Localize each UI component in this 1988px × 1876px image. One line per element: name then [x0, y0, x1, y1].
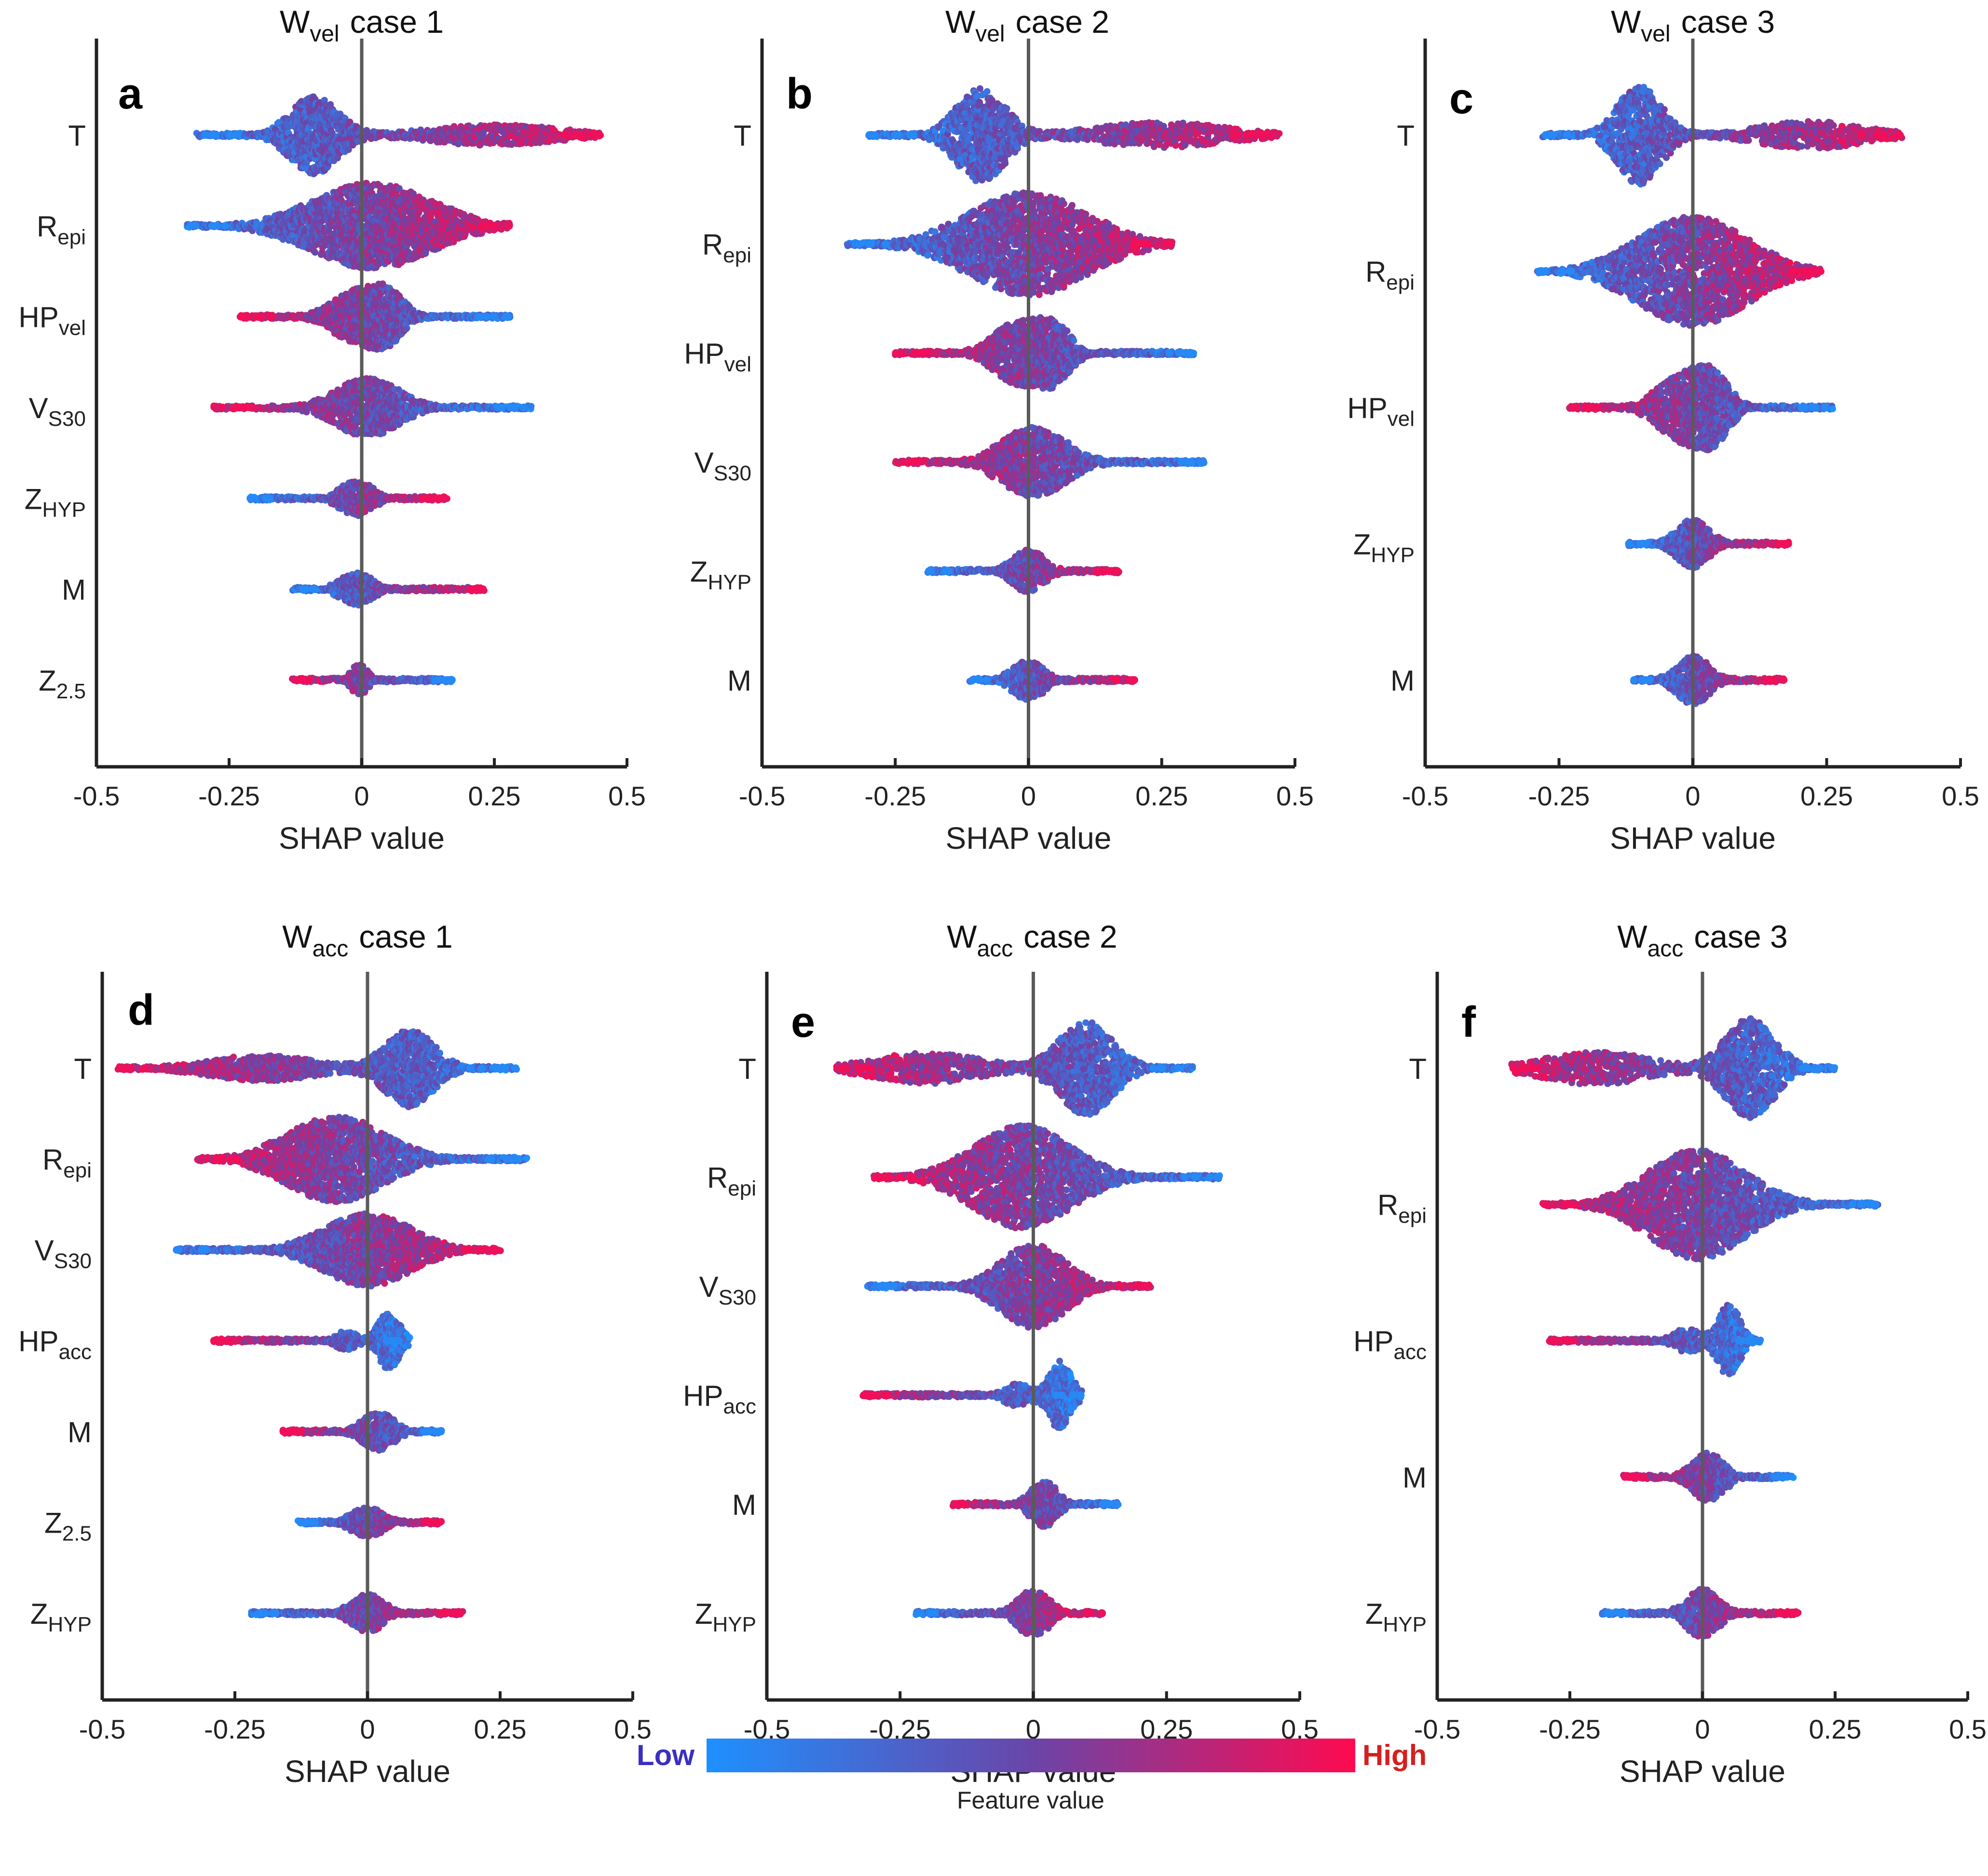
shap-point	[267, 313, 275, 321]
feature-label: HPvel	[18, 301, 86, 340]
feature-label: Repi	[37, 210, 86, 249]
shap-point	[344, 146, 351, 153]
feature-swarm-repi	[184, 179, 513, 272]
shap-point	[228, 131, 236, 139]
panel-title-main: W	[280, 4, 310, 40]
shap-point	[519, 404, 527, 411]
feature-label-main: R	[37, 210, 57, 243]
feature-label-main: HP	[18, 301, 58, 334]
feature-label-subscript: epi	[57, 225, 86, 249]
shap-point	[218, 404, 226, 411]
shap-point	[212, 131, 219, 139]
shap-point	[221, 222, 229, 230]
feature-label: T	[68, 120, 86, 152]
shap-point	[208, 222, 216, 230]
shap-point	[490, 313, 498, 321]
panel-title: Wvel case 1	[280, 4, 444, 47]
shap-point	[481, 222, 490, 230]
feature-swarm-t	[193, 93, 604, 177]
feature-label-main: T	[68, 120, 86, 152]
shap-point	[503, 313, 511, 321]
feature-label-subscript: vel	[59, 316, 86, 340]
shap-point	[528, 403, 535, 410]
shap-point	[594, 131, 602, 139]
shap-point	[498, 404, 506, 411]
shap-point	[482, 313, 490, 321]
shap-point	[490, 222, 499, 230]
feature-swarm-hpvel	[236, 280, 514, 353]
shap-point	[505, 222, 513, 230]
shap-point	[586, 131, 594, 139]
feature-swarm-vs30	[210, 375, 535, 438]
panel-title-suffix: case 1	[350, 4, 444, 40]
shap-point	[241, 313, 249, 321]
panel-title-subscript: vel	[310, 21, 339, 47]
shap-point	[402, 326, 409, 333]
shap-point	[312, 249, 319, 256]
shap-point	[201, 131, 209, 139]
panel-letter: a	[118, 70, 143, 118]
shap-point	[191, 222, 199, 230]
shap-point	[257, 313, 265, 321]
shap-point	[462, 231, 468, 239]
shap-point	[562, 131, 571, 139]
shap-point	[422, 250, 429, 257]
shap-point	[578, 131, 586, 139]
